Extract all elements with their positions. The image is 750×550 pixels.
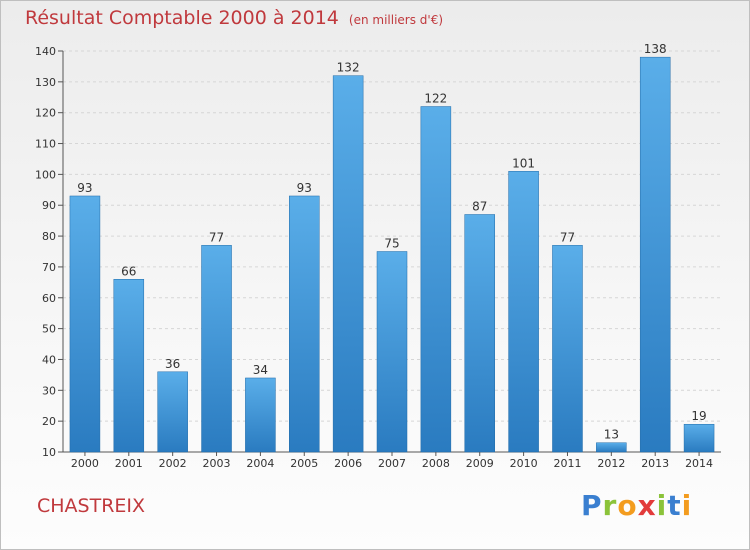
bar-value-label: 75	[384, 237, 399, 251]
x-tick-label: 2006	[334, 457, 362, 470]
y-tick-label: 40	[42, 353, 56, 366]
bar-value-label: 77	[560, 230, 575, 244]
value-labels: 93 66 36 77 34 93 132 75 122 87 101 77 13 138 19	[77, 42, 706, 442]
y-tick-label: 100	[35, 168, 56, 181]
y-tick-label: 20	[42, 415, 56, 428]
bar-value-label: 77	[209, 230, 224, 244]
y-tick-label: 140	[35, 45, 56, 58]
bar[interactable]	[420, 106, 452, 453]
bar[interactable]	[332, 75, 364, 453]
bar[interactable]	[376, 251, 408, 453]
commune-name: CHASTREIX	[37, 495, 146, 517]
y-tick-label: 120	[35, 107, 56, 120]
logo-letter: i	[681, 489, 693, 522]
grid-lines	[63, 50, 721, 453]
bar[interactable]	[69, 195, 101, 453]
bar[interactable]	[639, 56, 671, 453]
bar[interactable]	[596, 442, 627, 453]
bar-value-label: 36	[165, 357, 180, 371]
bar[interactable]	[508, 171, 539, 453]
chart-title: Résultat Comptable 2000 à 2014 (en millie…	[25, 7, 443, 29]
x-tick-label: 2008	[422, 457, 450, 470]
x-tick-label: 2011	[553, 457, 581, 470]
y-tick-label: 70	[42, 261, 56, 274]
bar[interactable]	[464, 214, 495, 453]
y-tick-labels: 10 20 30 40 50 60 70 80 90 100 110 120 130 140	[35, 45, 63, 459]
x-tick-label: 2004	[246, 457, 274, 470]
proxiti-logo[interactable]: Proxiti	[581, 489, 692, 522]
y-tick-label: 30	[42, 384, 56, 397]
y-tick-label: 80	[42, 230, 56, 243]
x-tick-label: 2000	[71, 457, 99, 470]
x-tick-label: 2001	[115, 457, 143, 470]
y-tick-label: 10	[42, 446, 56, 459]
logo-letter: x	[637, 489, 657, 522]
y-tick-label: 50	[42, 323, 56, 336]
bar[interactable]	[201, 245, 232, 453]
bar-value-label: 93	[297, 181, 312, 195]
bar-value-label: 87	[472, 199, 487, 213]
bar-value-label: 93	[77, 181, 92, 195]
bar-value-label: 138	[644, 42, 667, 56]
x-tick-label: 2002	[159, 457, 187, 470]
x-tick-label: 2009	[466, 457, 494, 470]
x-tick-label: 2014	[685, 457, 713, 470]
x-tick-label: 2010	[510, 457, 538, 470]
bar[interactable]	[113, 279, 145, 453]
logo-letter: t	[667, 489, 682, 522]
bar-value-label: 101	[512, 156, 535, 170]
bar-value-label: 66	[121, 264, 136, 278]
bar-value-label: 34	[253, 363, 268, 377]
bar-value-label: 19	[691, 409, 706, 423]
y-tick-label: 130	[35, 76, 56, 89]
logo-letter: r	[602, 489, 618, 522]
bar[interactable]	[289, 195, 320, 453]
chart-title-text: Résultat Comptable 2000 à 2014	[25, 7, 339, 29]
logo-letter: o	[617, 489, 638, 522]
x-tick-label: 2012	[597, 457, 625, 470]
bars	[69, 56, 715, 453]
bar[interactable]	[552, 245, 583, 453]
x-tick-label: 2013	[641, 457, 669, 470]
bar-value-label: 122	[424, 92, 447, 106]
logo-letter: P	[581, 489, 603, 522]
x-tick-label: 2005	[290, 457, 318, 470]
x-tick-label: 2003	[203, 457, 231, 470]
x-tick-label: 2007	[378, 457, 406, 470]
chart-subtitle: (en milliers d'€)	[348, 13, 444, 27]
x-tick-labels: 2000 2001 2002 2003 2004 2005 2006 2007 2008 2009…	[71, 452, 713, 470]
bar[interactable]	[157, 371, 188, 453]
bar-value-label: 13	[604, 428, 619, 442]
bar[interactable]	[683, 423, 715, 453]
y-tick-label: 110	[35, 138, 56, 151]
y-tick-label: 90	[42, 199, 56, 212]
bar[interactable]	[245, 377, 276, 453]
y-tick-label: 60	[42, 292, 56, 305]
bar-value-label: 132	[337, 61, 360, 75]
logo-letter: i	[656, 489, 668, 522]
